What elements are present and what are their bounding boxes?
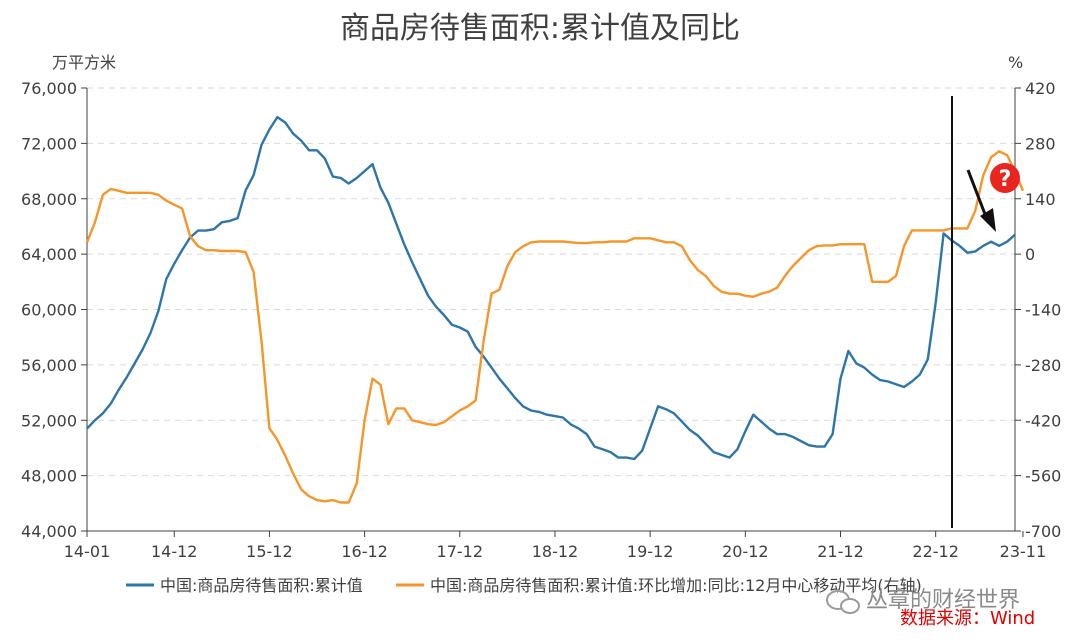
left-tick-label: 44,000: [21, 522, 77, 541]
left-tick-label: 56,000: [21, 356, 77, 375]
left-axis-unit: 万平方米: [52, 53, 116, 72]
left-tick-label: 64,000: [21, 245, 77, 264]
right-axis-ticks: -700 -560 -420 -280 -140 0 140 280 420: [1015, 79, 1061, 541]
x-tick-label: 16-12: [341, 542, 388, 561]
x-tick-label: 22-12: [912, 542, 959, 561]
left-tick-label: 60,000: [21, 301, 77, 320]
x-tick-label: 19-12: [627, 542, 674, 561]
x-tick-label: 14-12: [151, 542, 198, 561]
x-tick-label: 23-11: [1000, 542, 1047, 561]
left-tick-label: 68,000: [21, 190, 77, 209]
question-mark-icon: ?: [990, 163, 1020, 193]
x-tick-label: 18-12: [532, 542, 579, 561]
question-mark-text: ?: [999, 167, 1012, 192]
right-tick-label: -700: [1025, 522, 1061, 541]
gridlines: [87, 87, 1015, 477]
right-tick-label: 280: [1025, 134, 1056, 153]
series-line-yoy: [85, 150, 1025, 504]
series-lines: [85, 115, 1025, 504]
right-tick-label: 140: [1025, 190, 1056, 209]
legend-label-series-2: 中国:商品房待售面积:累计值:环比增加:同比:12月中心移动平均(右轴): [430, 576, 922, 595]
series-line-inventory: [86, 115, 1016, 461]
left-tick-label: 48,000: [21, 467, 77, 486]
left-axis-ticks: 44,000 48,000 52,000 56,000 60,000 64,000 68,0…: [21, 79, 87, 541]
chart-title: 商品房待售面积:累计值及同比: [340, 11, 740, 46]
right-axis-unit: %: [1008, 53, 1023, 72]
x-tick-label: 17-12: [437, 542, 484, 561]
wechat-icon: [826, 590, 860, 614]
left-tick-label: 52,000: [21, 411, 77, 430]
x-axis-ticks: 14-01 14-12 15-12 16-12 17-12 18-12 19-12 20-12…: [64, 531, 1046, 561]
watermark-text: 丛章的财经世界: [866, 588, 1020, 613]
x-tick-label: 15-12: [246, 542, 293, 561]
right-tick-label: 0: [1025, 245, 1035, 264]
right-tick-label: -280: [1025, 356, 1061, 375]
x-tick-label: 20-12: [722, 542, 769, 561]
trend-arrow-icon: [966, 169, 996, 232]
right-tick-label: 420: [1025, 79, 1056, 98]
right-tick-label: -560: [1025, 467, 1061, 486]
data-source: 数据来源：Wind: [900, 608, 1035, 629]
right-tick-label: -420: [1025, 411, 1061, 430]
legend-label-series-1: 中国:商品房待售面积:累计值: [160, 576, 363, 595]
x-tick-label: 14-01: [64, 542, 111, 561]
x-tick-label: 21-12: [817, 542, 864, 561]
left-tick-label: 72,000: [21, 134, 77, 153]
right-tick-label: -140: [1025, 301, 1061, 320]
left-tick-label: 76,000: [21, 79, 77, 98]
legend: 中国:商品房待售面积:累计值 中国:商品房待售面积:累计值:环比增加:同比:12…: [126, 576, 922, 595]
